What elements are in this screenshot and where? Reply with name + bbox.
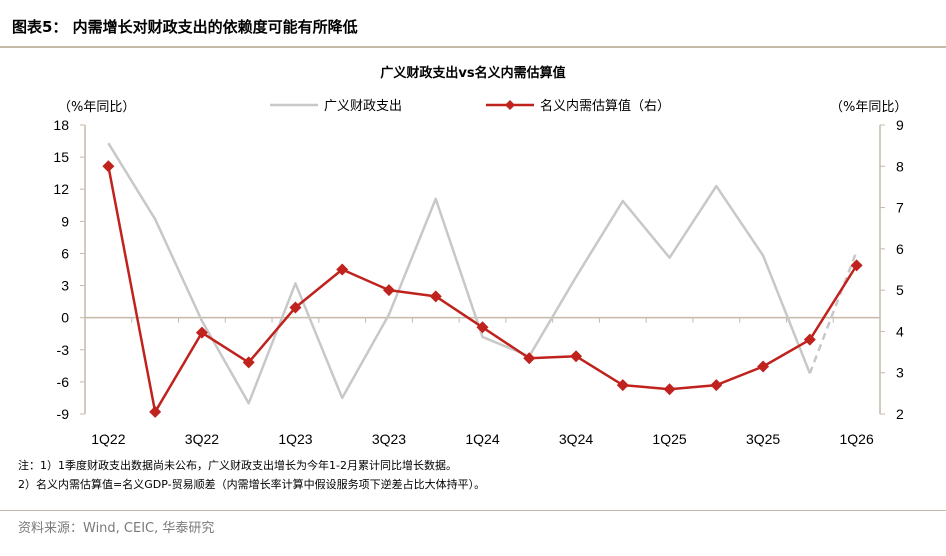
right-tick-label: 3: [896, 365, 904, 381]
x-tick-label: 3Q24: [559, 431, 593, 447]
left-tick-label: 18: [53, 117, 69, 133]
demand-point: [149, 405, 162, 418]
note-line-1: 注：1）1季度财政支出数据尚未公布，广义财政支出增长为今年1-2月累计同比增长数…: [18, 459, 457, 472]
demand-point: [757, 360, 770, 373]
left-tick-label: 0: [61, 310, 69, 326]
series-fiscal-line: [107, 142, 812, 405]
x-tick-label: 1Q22: [91, 431, 125, 447]
right-tick-label: 7: [896, 200, 904, 216]
left-tick-label: 3: [61, 278, 69, 294]
right-tick-label: 8: [896, 158, 904, 174]
demand-point: [289, 301, 302, 314]
legend-fiscal-label: 广义财政支出: [324, 98, 402, 113]
left-tick-label: 15: [53, 149, 69, 165]
left-tick-label: -6: [57, 374, 70, 390]
x-tick-label: 1Q26: [839, 431, 873, 447]
source-note: 资料来源：Wind, CEIC, 华泰研究: [18, 521, 215, 536]
legend-demand-label: 名义内需估算值（右）: [540, 98, 670, 113]
x-tick-label: 3Q25: [746, 431, 780, 447]
demand-point: [616, 379, 629, 392]
right-tick-label: 9: [896, 117, 904, 133]
demand-point: [850, 259, 863, 272]
bottom-divider: [0, 510, 946, 511]
left-tick-label: -9: [57, 406, 70, 422]
x-tick-label: 1Q23: [278, 431, 312, 447]
top-divider: [0, 46, 946, 48]
left-tick-label: 6: [61, 245, 69, 261]
legend: 广义财政支出 名义内需估算值（右）: [270, 98, 670, 113]
demand-point: [570, 350, 583, 363]
demand-point: [710, 379, 723, 392]
figure-title: 图表5： 内需增长对财政支出的依赖度可能有所降低: [12, 18, 358, 36]
series-fiscal-dashed-line: [808, 250, 858, 374]
notes: 注：1）1季度财政支出数据尚未公布，广义财政支出增长为今年1-2月累计同比增长数…: [18, 456, 485, 494]
left-axis-unit: （%年同比）: [58, 100, 136, 115]
right-tick-label: 6: [896, 241, 904, 257]
series-demand-line: [107, 166, 858, 414]
demand-point: [523, 352, 536, 365]
x-tick-label: 3Q22: [185, 431, 219, 447]
left-tick-label: -3: [57, 342, 70, 358]
left-tick-label: 12: [53, 181, 69, 197]
demand-point: [803, 333, 816, 346]
legend-demand-marker: [505, 100, 515, 110]
left-tick-label: 9: [61, 213, 69, 229]
chart-title: 广义财政支出vs名义内需估算值: [380, 66, 566, 81]
demand-point: [429, 290, 442, 303]
x-tick-label: 1Q24: [465, 431, 499, 447]
demand-point: [195, 326, 208, 339]
demand-point: [476, 321, 489, 334]
demand-point: [336, 263, 349, 276]
right-axis-unit: （%年同比）: [830, 100, 908, 115]
right-tick-label: 2: [896, 406, 904, 422]
x-tick-label: 3Q23: [372, 431, 406, 447]
demand-point: [242, 356, 255, 369]
x-tick-label: 1Q25: [652, 431, 686, 447]
demand-point: [102, 160, 115, 173]
right-tick-label: 5: [896, 282, 904, 298]
note-line-2: 2）名义内需估算值=名义GDP-贸易顺差（内需增长率计算中假设服务项下逆差占比大…: [18, 478, 486, 491]
demand-point: [663, 383, 676, 396]
right-tick-label: 4: [896, 323, 904, 339]
demand-point: [382, 284, 395, 297]
